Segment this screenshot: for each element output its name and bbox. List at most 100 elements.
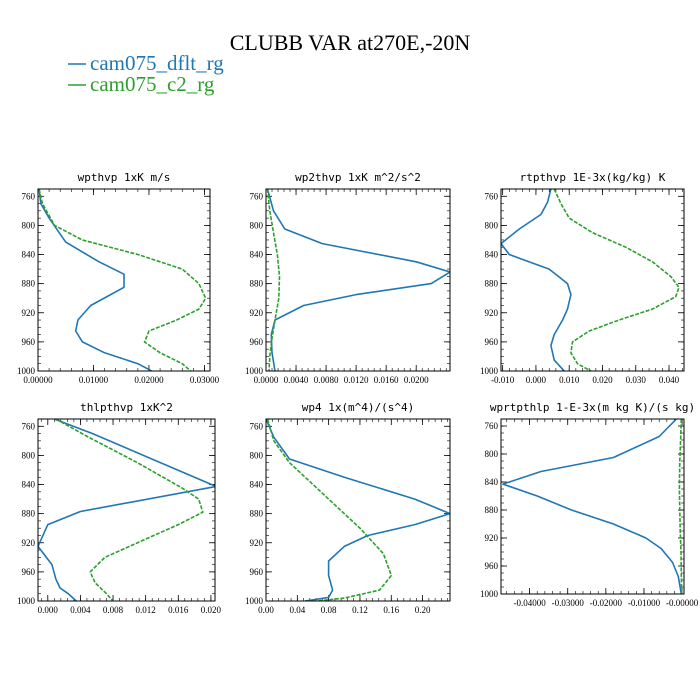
x-tick-label: 0.020 — [201, 605, 222, 615]
chart-panel-6: wprtpthlp 1-E-3x(m kg K)/(s kg) 1000 960 92… — [480, 401, 699, 608]
panel-title: wp4 1x(m^4)/(s^4) — [302, 401, 415, 414]
series-line-cam075_c2_rg — [266, 419, 393, 601]
y-tick-label: 920 — [22, 308, 36, 318]
x-tick-label: -0.010 — [491, 375, 515, 385]
x-tick-label: 0.0080 — [314, 375, 339, 385]
y-tick-label: 960 — [250, 567, 264, 577]
y-tick-label: 1000 — [245, 366, 264, 376]
panel-title: wpthvp 1xK m/s — [78, 171, 171, 184]
chart-panel-5: wp4 1x(m^4)/(s^4) 1000 960 920 880 840 800 760 0… — [245, 401, 451, 615]
y-tick-label: 760 — [22, 421, 36, 431]
x-tick-label: 0.000 — [526, 375, 547, 385]
panel-title: rtpthvp 1E-3x(kg/kg) K — [520, 171, 666, 184]
chart-panel-1: wpthvp 1xK m/s 1000 960 920 880 840 800 760 0.00… — [17, 171, 220, 385]
figure-title: CLUBB VAR at270E,-20N — [230, 30, 471, 55]
y-tick-label: 960 — [22, 337, 36, 347]
y-tick-label: 920 — [250, 538, 264, 548]
y-tick-label: 760 — [22, 191, 36, 201]
x-tick-label: -0.04000 — [513, 598, 546, 608]
chart-panel-2: wp2thvp 1xK m^2/s^2 1000 960 920 880 840 800 76… — [245, 171, 451, 385]
series-line-cam075_dflt_rg — [501, 189, 572, 371]
x-tick-label: 0.008 — [103, 605, 124, 615]
y-tick-label: 960 — [485, 561, 499, 571]
x-tick-label: -0.03000 — [552, 598, 585, 608]
series-line-cam075_dflt_rg — [38, 189, 153, 371]
x-tick-label: 0.16 — [383, 605, 399, 615]
x-tick-label: 0.010 — [559, 375, 580, 385]
x-tick-label: 0.03000 — [190, 375, 220, 385]
y-tick-label: 800 — [485, 449, 499, 459]
series-line-cam075_dflt_rg — [38, 419, 215, 601]
y-tick-label: 960 — [22, 567, 36, 577]
y-tick-label: 920 — [485, 308, 499, 318]
y-tick-label: 920 — [22, 538, 36, 548]
y-tick-label: 880 — [250, 509, 264, 519]
plot-frame — [37, 188, 211, 372]
panel-title: wprtpthlp 1-E-3x(m kg K)/(s kg) — [490, 401, 695, 414]
y-tick-label: 880 — [250, 279, 264, 289]
y-tick-label: 760 — [250, 191, 264, 201]
x-tick-label: 0.02000 — [134, 375, 164, 385]
x-tick-label: 0.0120 — [344, 375, 369, 385]
series-line-cam075_c2_rg — [553, 189, 680, 371]
series-line-cam075_c2_rg — [678, 419, 683, 594]
panel-title: wp2thvp 1xK m^2/s^2 — [295, 171, 421, 184]
plot-frame — [37, 418, 216, 602]
y-tick-label: 800 — [485, 220, 499, 230]
y-tick-label: 840 — [250, 250, 264, 260]
y-tick-label: 880 — [485, 505, 499, 515]
y-tick-label: 840 — [22, 480, 36, 490]
legend-label-c2: cam075_c2_rg — [90, 72, 215, 96]
series-line-cam075_dflt_rg — [266, 419, 450, 601]
x-tick-label: 0.000 — [38, 605, 59, 615]
y-tick-label: 800 — [22, 220, 36, 230]
x-tick-label: 0.040 — [659, 375, 680, 385]
x-tick-label: -0.02000 — [590, 598, 623, 608]
series-line-cam075_c2_rg — [38, 189, 207, 371]
y-tick-label: 760 — [485, 191, 499, 201]
x-tick-label: 0.004 — [70, 605, 91, 615]
x-tick-label: 0.20 — [415, 605, 431, 615]
x-tick-label: 0.0000 — [254, 375, 279, 385]
x-tick-label: 0.12 — [352, 605, 368, 615]
series-line-cam075_c2_rg — [55, 419, 204, 601]
y-tick-label: 800 — [250, 220, 264, 230]
y-tick-label: 960 — [250, 337, 264, 347]
y-tick-label: 760 — [485, 421, 499, 431]
x-tick-label: -0.01000 — [628, 598, 661, 608]
panels: wpthvp 1xK m/s 1000 960 920 880 840 800 760 0.00… — [17, 171, 699, 615]
y-tick-label: 840 — [485, 477, 499, 487]
y-tick-label: 1000 — [17, 596, 36, 606]
legend: cam075_dflt_rg cam075_c2_rg — [68, 51, 224, 96]
y-tick-label: 1000 — [245, 596, 264, 606]
series-line-cam075_dflt_rg — [266, 189, 450, 371]
plot-frame — [265, 418, 451, 602]
y-tick-label: 920 — [485, 533, 499, 543]
x-tick-label: 0.020 — [592, 375, 613, 385]
legend-label-dflt: cam075_dflt_rg — [90, 51, 224, 75]
x-tick-label: 0.08 — [321, 605, 337, 615]
x-tick-label: 0.0200 — [404, 375, 429, 385]
panel-title: thlpthvp 1xK^2 — [80, 401, 173, 414]
x-tick-label: 0.0040 — [284, 375, 309, 385]
x-tick-label: 0.01000 — [79, 375, 109, 385]
y-tick-label: 880 — [22, 509, 36, 519]
y-tick-label: 840 — [250, 480, 264, 490]
series-line-cam075_dflt_rg — [502, 419, 683, 594]
y-tick-label: 960 — [485, 337, 499, 347]
series-line-cam075_c2_rg — [266, 189, 281, 371]
x-tick-label: 0.012 — [136, 605, 156, 615]
plot-frame — [500, 188, 685, 372]
x-tick-label: 0.030 — [626, 375, 647, 385]
y-tick-label: 760 — [250, 421, 264, 431]
plot-frame — [500, 418, 685, 595]
y-tick-label: 1000 — [480, 589, 499, 599]
x-tick-label: -0.00000 — [666, 598, 699, 608]
x-tick-label: 0.0160 — [374, 375, 399, 385]
y-tick-label: 920 — [250, 308, 264, 318]
y-tick-label: 840 — [22, 250, 36, 260]
x-tick-label: 0.00 — [258, 605, 274, 615]
y-tick-label: 880 — [22, 279, 36, 289]
y-tick-label: 1000 — [480, 366, 499, 376]
